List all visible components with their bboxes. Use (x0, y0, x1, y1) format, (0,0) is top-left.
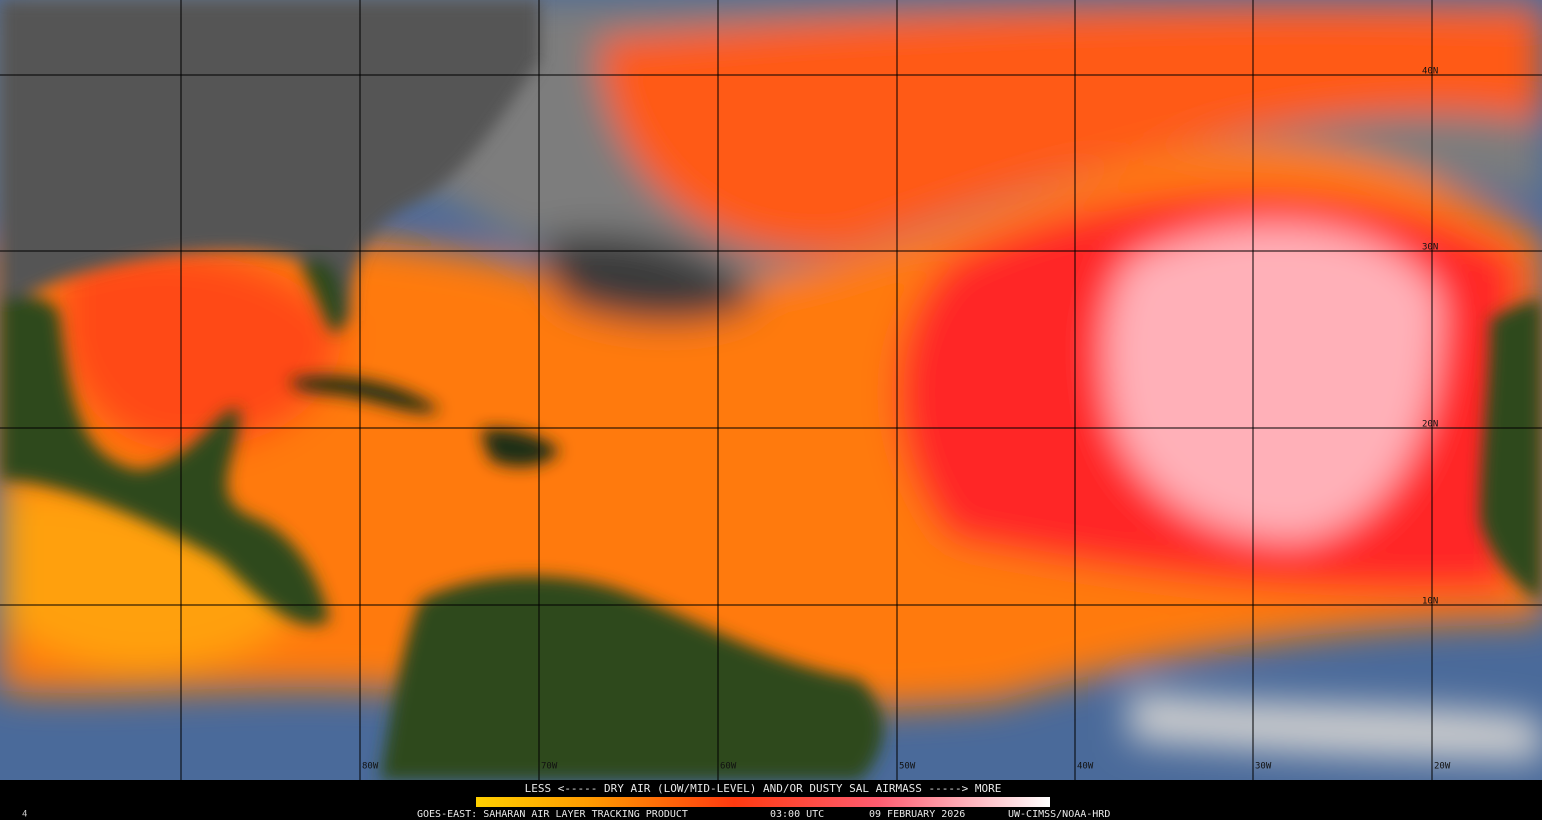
longitude-label: 70W (541, 762, 558, 772)
longitude-label: 40W (1077, 762, 1094, 772)
latitude-label: 30N (1422, 243, 1438, 253)
graticule-labels: 80W 70W 60W 50W 40W 30W 20W 40N 30N 20N 10N (362, 67, 1451, 772)
latitude-label: 40N (1422, 67, 1438, 77)
land (0, 0, 1542, 780)
product-name: GOES-EAST: SAHARAN AIR LAYER TRACKING PR… (417, 809, 688, 820)
graticule (0, 0, 1542, 780)
latitude-label: 20N (1422, 420, 1438, 430)
longitude-label: 20W (1434, 762, 1451, 772)
date: 09 FEBRUARY 2026 (869, 809, 965, 820)
longitude-label: 50W (899, 762, 916, 772)
credit: UW-CIMSS/NOAA-HRD (1008, 809, 1110, 820)
longitude-label: 30W (1255, 762, 1272, 772)
latitude-label: 10N (1422, 597, 1438, 607)
time: 03:00 UTC (770, 809, 824, 820)
longitude-label: 80W (362, 762, 379, 772)
color-bar (476, 797, 1050, 807)
legend-text: LESS <----- DRY AIR (LOW/MID-LEVEL) AND/… (525, 782, 1002, 795)
longitude-label: 60W (720, 762, 737, 772)
corner-label: 4 (22, 810, 27, 820)
imagery: 80W 70W 60W 50W 40W 30W 20W 40N 30N 20N 10N (0, 0, 1542, 780)
